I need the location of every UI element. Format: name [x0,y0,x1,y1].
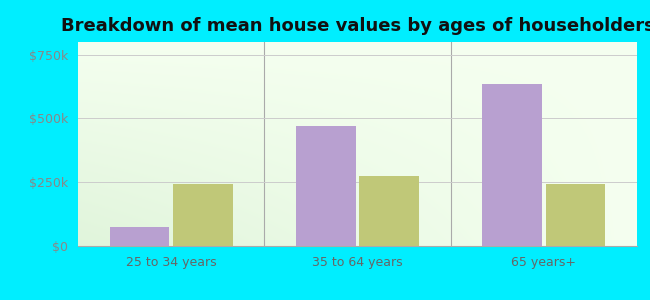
Bar [110,227,169,246]
Bar [359,176,419,246]
Bar [173,184,233,246]
Bar [482,84,542,246]
Legend: New Effington, South Dakota: New Effington, South Dakota [218,298,497,300]
Title: Breakdown of mean house values by ages of householders: Breakdown of mean house values by ages o… [60,17,650,35]
Bar [296,126,356,246]
Bar [546,184,605,246]
